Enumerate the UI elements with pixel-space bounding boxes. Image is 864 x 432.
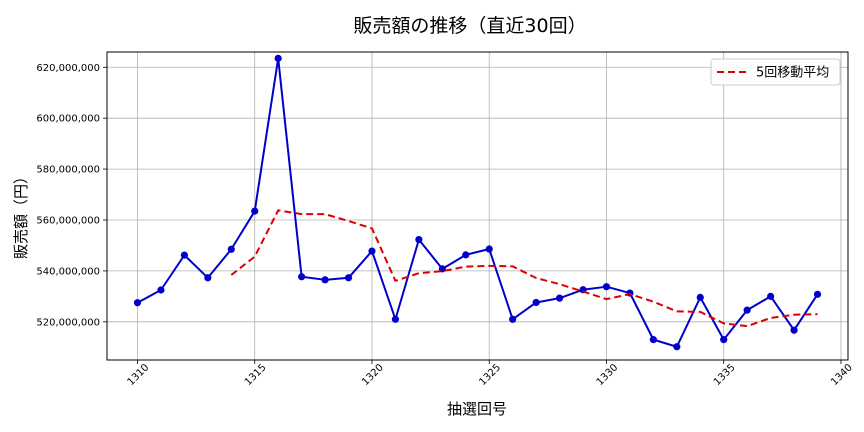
series-line-0	[137, 57, 819, 348]
data-point	[227, 245, 235, 253]
y-tick-label: 540,000,000	[36, 266, 100, 277]
data-point	[602, 283, 611, 291]
data-point	[204, 274, 212, 282]
series-line-1	[230, 209, 818, 328]
legend-label: 5回移動平均	[756, 66, 829, 81]
legend-box	[710, 58, 841, 86]
data-point	[133, 299, 142, 307]
x-tick-label: 1320	[360, 362, 386, 388]
x-tick-label: 1340	[829, 362, 855, 388]
y-axis-label: 販売額（円）	[12, 169, 30, 259]
y-tick-label: 560,000,000	[36, 216, 100, 227]
y-tick-label: 600,000,000	[36, 114, 100, 125]
y-tick-label: 620,000,000	[36, 63, 100, 74]
data-point	[274, 54, 282, 62]
chart-title: 販売額の推移（直近30回）	[353, 15, 586, 37]
y-axis: 520,000,000 540,000,000 560,000,000 580,000…	[36, 63, 107, 328]
data-point	[509, 315, 517, 323]
data-point	[767, 292, 775, 300]
x-axis-label: 抽選回号	[447, 400, 507, 418]
x-tick-label: 1315	[243, 362, 269, 388]
x-tick-label: 1330	[595, 362, 621, 388]
x-tick-label: 1335	[712, 362, 738, 388]
data-point	[462, 251, 470, 259]
data-point	[180, 251, 188, 259]
y-tick-label: 520,000,000	[36, 317, 100, 328]
data-point	[251, 207, 259, 215]
data-point	[720, 336, 728, 344]
x-tick-label: 1325	[477, 362, 503, 388]
plot-frame	[106, 51, 849, 361]
data-point	[696, 293, 704, 301]
data-point	[298, 273, 306, 281]
data-point	[555, 294, 564, 302]
x-tick-label: 1310	[126, 362, 152, 388]
x-axis: 1310 1315 1320 1325 1330 1335 1340	[126, 360, 855, 388]
data-point	[813, 290, 822, 298]
data-point	[673, 343, 681, 351]
data-point	[532, 298, 540, 307]
data-point	[415, 236, 423, 244]
data-point	[790, 326, 798, 334]
data-point	[485, 245, 493, 253]
legend: 5回移動平均	[710, 58, 841, 86]
data-point	[321, 276, 329, 284]
grid	[107, 52, 848, 360]
data-point	[344, 274, 353, 282]
y-tick-label: 580,000,000	[36, 165, 100, 176]
data-point	[649, 336, 657, 344]
series-layer	[133, 54, 822, 351]
data-point	[368, 247, 376, 255]
data-point	[743, 306, 751, 314]
data-point	[157, 286, 165, 294]
data-point	[391, 315, 400, 323]
